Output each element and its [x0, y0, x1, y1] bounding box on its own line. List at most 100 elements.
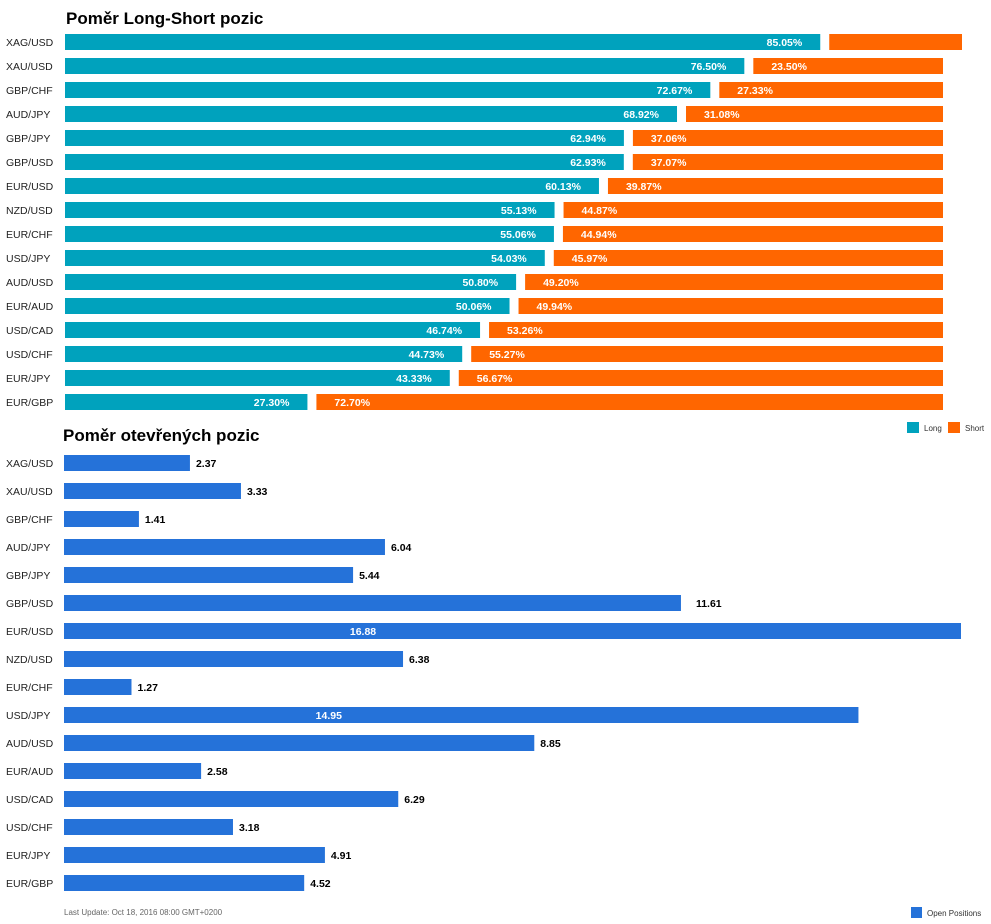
long-value-label-gbp-chf: 72.67%: [657, 85, 693, 97]
long-short-chart-title: Poměr Long-Short pozic: [66, 9, 263, 28]
long-bar-eur-jpy[interactable]: [65, 370, 450, 386]
long-value-label-nzd-usd: 55.13%: [501, 205, 537, 217]
long-bar-eur-usd[interactable]: [65, 178, 599, 194]
long-bar-nzd-usd[interactable]: [65, 202, 555, 218]
long-value-label-eur-jpy: 43.33%: [396, 373, 432, 385]
legend-long-swatch[interactable]: [907, 422, 919, 433]
short-value-label-eur-gbp: 72.70%: [334, 397, 370, 409]
long-value-label-eur-aud: 50.06%: [456, 301, 492, 313]
short-value-label-gbp-chf: 27.33%: [737, 85, 773, 97]
short-bar-aud-usd[interactable]: [525, 274, 943, 290]
short-bar-gbp-chf[interactable]: [719, 82, 943, 98]
open-positions-value-label-usd-chf: 3.18: [239, 822, 260, 834]
open-positions-bar-gbp-chf[interactable]: [64, 511, 139, 527]
open-category-label-eur-jpy: EUR/JPY: [6, 850, 50, 862]
category-label-usd-jpy: USD/JPY: [6, 253, 50, 265]
short-bar-eur-aud[interactable]: [518, 298, 943, 314]
open-positions-bar-aud-usd[interactable]: [64, 735, 535, 751]
open-positions-value-label-aud-usd: 8.85: [540, 738, 561, 750]
legend-short-label[interactable]: Short: [965, 424, 985, 433]
short-bar-usd-jpy[interactable]: [553, 250, 943, 266]
open-category-label-eur-chf: EUR/CHF: [6, 682, 53, 694]
long-bar-usd-chf[interactable]: [65, 346, 463, 362]
open-positions-bar-usd-chf[interactable]: [64, 819, 233, 835]
long-bar-aud-jpy[interactable]: [65, 106, 678, 122]
category-label-gbp-chf: GBP/CHF: [6, 85, 53, 97]
open-positions-value-label-xag-usd: 2.37: [196, 458, 217, 470]
open-positions-value-label-eur-chf: 1.27: [137, 682, 158, 694]
open-positions-chart-title: Poměr otevřených pozic: [63, 426, 260, 445]
long-bar-aud-usd[interactable]: [65, 274, 517, 290]
short-value-label-nzd-usd: 44.87%: [582, 205, 618, 217]
open-positions-bar-xau-usd[interactable]: [64, 483, 241, 499]
long-bar-eur-aud[interactable]: [65, 298, 510, 314]
long-bar-xau-usd[interactable]: [65, 58, 745, 74]
open-positions-legend[interactable]: Open Positions: [911, 907, 981, 918]
open-category-label-eur-usd: EUR/USD: [6, 626, 54, 638]
short-bar-nzd-usd[interactable]: [563, 202, 943, 218]
open-positions-bar-eur-chf[interactable]: [64, 679, 132, 695]
short-bar-eur-chf[interactable]: [562, 226, 943, 242]
open-positions-bar-gbp-jpy[interactable]: [64, 567, 354, 583]
short-value-label-gbp-usd: 37.07%: [651, 157, 687, 169]
open-positions-bar-aud-jpy[interactable]: [64, 539, 385, 555]
open-positions-bar-nzd-usd[interactable]: [64, 651, 404, 667]
open-positions-bar-gbp-usd[interactable]: [64, 595, 681, 611]
long-bar-eur-chf[interactable]: [65, 226, 554, 242]
open-positions-bars: XAG/USD 2.37 XAU/USD 3.33 GBP/CHF 1.41 AUD/JPY…: [6, 455, 961, 891]
short-bar-gbp-usd[interactable]: [632, 154, 943, 170]
open-positions-value-label-gbp-usd: 11.61: [696, 598, 722, 610]
open-positions-bar-xag-usd[interactable]: [64, 455, 190, 471]
short-bar-usd-chf[interactable]: [471, 346, 943, 362]
open-positions-bar-usd-jpy[interactable]: [64, 707, 859, 723]
open-positions-value-label-xau-usd: 3.33: [247, 486, 268, 498]
open-category-label-usd-cad: USD/CAD: [6, 794, 54, 806]
short-bar-xau-usd[interactable]: [753, 58, 943, 74]
long-bar-gbp-chf[interactable]: [65, 82, 711, 98]
short-bar-xag-usd[interactable]: [829, 34, 962, 50]
open-positions-value-label-eur-jpy: 4.91: [331, 850, 352, 862]
short-value-label-aud-jpy: 31.08%: [704, 109, 740, 121]
long-short-bars: XAG/USD 85.05% XAU/USD 76.50% 23.50% GBP/CHF 7…: [6, 34, 962, 410]
short-value-label-eur-usd: 39.87%: [626, 181, 662, 193]
short-bar-eur-gbp[interactable]: [316, 394, 943, 410]
long-bar-eur-gbp[interactable]: [65, 394, 308, 410]
long-bar-usd-jpy[interactable]: [65, 250, 545, 266]
long-value-label-usd-chf: 44.73%: [409, 349, 445, 361]
long-bar-gbp-jpy[interactable]: [65, 130, 624, 146]
long-value-label-aud-usd: 50.80%: [462, 277, 498, 289]
open-positions-value-label-gbp-jpy: 5.44: [359, 570, 380, 582]
category-label-eur-aud: EUR/AUD: [6, 301, 54, 313]
long-value-label-usd-jpy: 54.03%: [491, 253, 527, 265]
legend-long-label[interactable]: Long: [924, 424, 942, 433]
open-category-label-usd-jpy: USD/JPY: [6, 710, 50, 722]
short-value-label-usd-jpy: 45.97%: [572, 253, 608, 265]
open-positions-bar-eur-jpy[interactable]: [64, 847, 325, 863]
short-value-label-aud-usd: 49.20%: [543, 277, 579, 289]
open-positions-value-label-eur-gbp: 4.52: [310, 878, 331, 890]
long-bar-usd-cad[interactable]: [65, 322, 481, 338]
short-bar-aud-jpy[interactable]: [686, 106, 943, 122]
open-positions-bar-eur-gbp[interactable]: [64, 875, 305, 891]
short-bar-usd-cad[interactable]: [489, 322, 943, 338]
long-value-label-eur-usd: 60.13%: [545, 181, 581, 193]
open-category-label-eur-aud: EUR/AUD: [6, 766, 54, 778]
short-bar-eur-jpy[interactable]: [458, 370, 943, 386]
long-value-label-usd-cad: 46.74%: [426, 325, 462, 337]
category-label-nzd-usd: NZD/USD: [6, 205, 53, 217]
open-positions-value-label-gbp-chf: 1.41: [145, 514, 166, 526]
legend-open-positions-label[interactable]: Open Positions: [927, 909, 981, 918]
long-bar-gbp-usd[interactable]: [65, 154, 624, 170]
short-bar-gbp-jpy[interactable]: [632, 130, 943, 146]
open-category-label-gbp-jpy: GBP/JPY: [6, 570, 50, 582]
short-bar-eur-usd[interactable]: [607, 178, 943, 194]
legend-short-swatch[interactable]: [948, 422, 960, 433]
long-short-legend[interactable]: Long Short: [907, 422, 985, 433]
legend-open-positions-swatch[interactable]: [911, 907, 922, 918]
long-bar-xag-usd[interactable]: [65, 34, 821, 50]
open-positions-bar-eur-aud[interactable]: [64, 763, 202, 779]
open-positions-bar-usd-cad[interactable]: [64, 791, 399, 807]
open-positions-value-label-nzd-usd: 6.38: [409, 654, 430, 666]
open-category-label-nzd-usd: NZD/USD: [6, 654, 53, 666]
open-positions-bar-eur-usd[interactable]: [64, 623, 961, 639]
